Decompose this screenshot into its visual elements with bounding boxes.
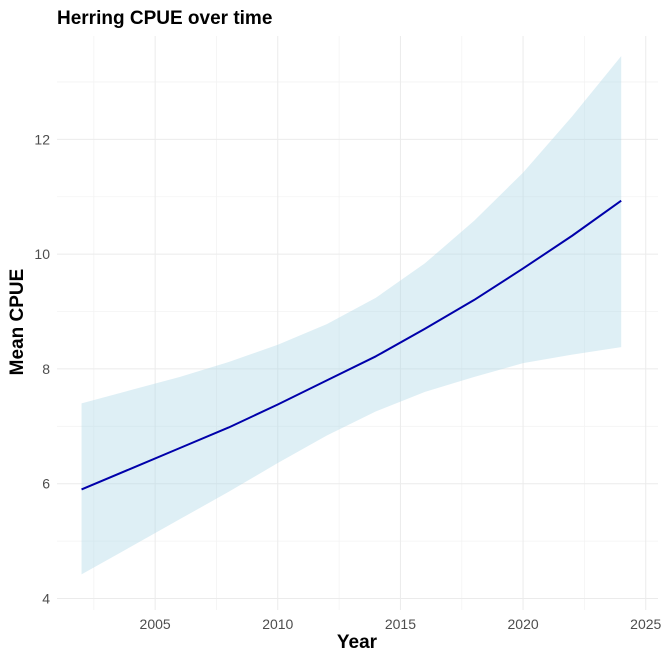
grid — [57, 36, 658, 610]
x-tick-label: 2015 — [385, 616, 416, 632]
x-tick-label: 2025 — [630, 616, 661, 632]
chart-title: Herring CPUE over time — [57, 8, 273, 29]
series-line — [81, 199, 622, 491]
confidence-band-area — [81, 56, 622, 575]
y-tick-label: 12 — [34, 131, 50, 147]
y-tick-label: 8 — [42, 361, 50, 377]
y-axis-ticks: 4 6 8 10 12 — [34, 131, 50, 606]
y-tick-label: 4 — [42, 591, 50, 607]
x-axis-label: Year — [336, 632, 378, 653]
y-tick-label: 6 — [42, 476, 50, 492]
mean-cpue-line — [81, 199, 622, 491]
x-tick-label: 2010 — [262, 616, 293, 632]
y-tick-label: 10 — [34, 246, 50, 262]
confidence-band — [81, 56, 622, 575]
x-axis-ticks: 2005 2010 2015 2020 2025 — [140, 616, 662, 632]
x-tick-label: 2005 — [140, 616, 171, 632]
x-tick-label: 2020 — [508, 616, 539, 632]
y-axis-label: Mean CPUE — [7, 268, 28, 376]
